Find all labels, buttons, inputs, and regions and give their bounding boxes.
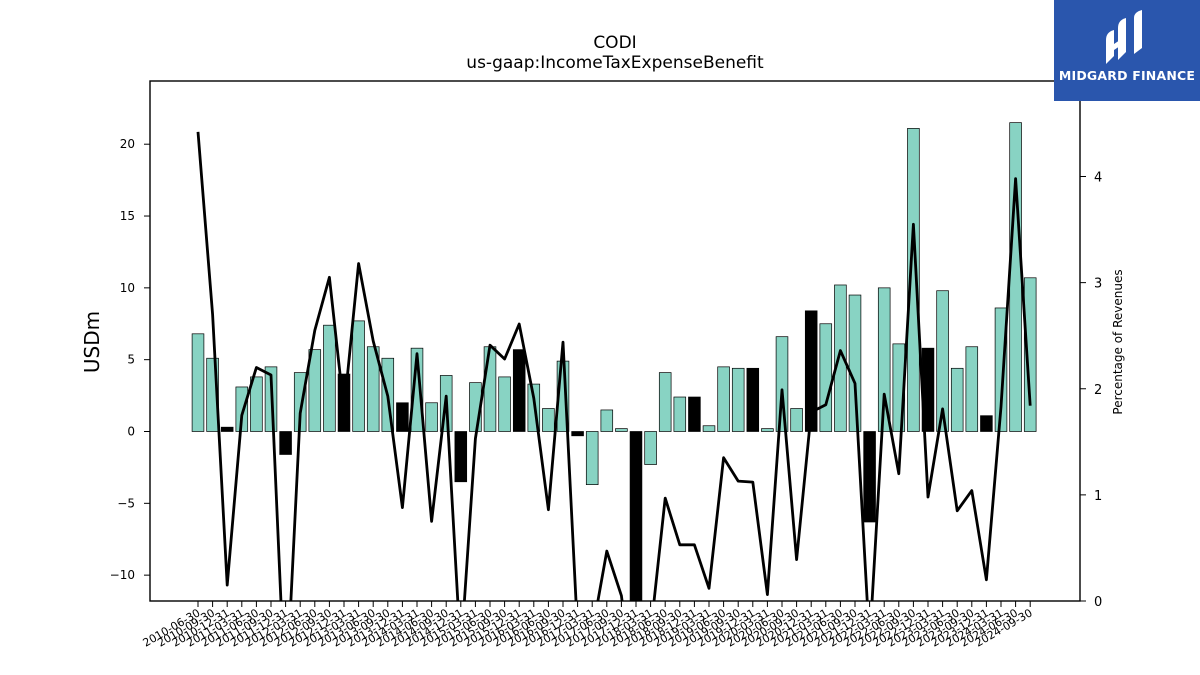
- bar: [702, 425, 716, 432]
- y-tick-label: 5: [127, 353, 135, 367]
- watermark-logo: MIDGARD FINANCE: [1054, 0, 1200, 101]
- bar: [877, 287, 891, 432]
- bar: [950, 367, 964, 432]
- y2-tick-label: 3: [1094, 277, 1102, 292]
- bar: [761, 428, 774, 432]
- bar: [250, 376, 263, 432]
- bar: [585, 431, 599, 485]
- midgard-logo-icon: [1106, 10, 1142, 64]
- bar: [279, 431, 292, 455]
- y-tick-label: 0: [127, 424, 135, 438]
- bar: [644, 431, 657, 465]
- y2-tick-label: 4: [1094, 171, 1102, 186]
- y-tick-label: −10: [110, 568, 135, 582]
- chart-title: CODI: [593, 33, 637, 53]
- bar: [688, 396, 701, 432]
- bar: [542, 408, 555, 432]
- bar: [994, 307, 1008, 432]
- bar: [483, 346, 497, 432]
- y-tick-label: 20: [120, 137, 135, 151]
- bar: [352, 320, 365, 432]
- bar: [454, 431, 468, 483]
- y2-tick-label: 2: [1094, 383, 1102, 398]
- y-tick-label: 15: [120, 209, 135, 223]
- bar: [600, 409, 614, 432]
- bar: [863, 431, 876, 523]
- series-line: [196, 131, 1032, 601]
- bar: [308, 349, 322, 432]
- bar: [907, 128, 920, 432]
- bar: [396, 402, 409, 432]
- bar: [323, 324, 336, 432]
- bar: [834, 284, 847, 432]
- y-tick-label: 10: [120, 281, 135, 295]
- plot-frame: [149, 80, 1081, 602]
- bar: [775, 336, 789, 432]
- bar: [615, 428, 628, 432]
- watermark-text: MIDGARD FINANCE: [1058, 68, 1196, 83]
- bar: [425, 402, 438, 432]
- bar: [717, 366, 730, 432]
- y2-tick-label: 0: [1094, 595, 1102, 610]
- bar: [498, 376, 511, 432]
- bar: [980, 415, 993, 432]
- bar: [191, 333, 205, 432]
- y2-axis-label: Percentage of Revenues: [1111, 269, 1125, 415]
- bar: [410, 347, 424, 432]
- bar: [629, 431, 643, 601]
- bar: [731, 367, 745, 432]
- y-tick-label: −5: [117, 496, 135, 510]
- y-axis-label: USDm: [80, 310, 104, 374]
- bar: [746, 367, 760, 432]
- bar: [512, 349, 526, 432]
- bar: [819, 323, 833, 432]
- bar: [1009, 122, 1022, 432]
- chart-subtitle: us-gaap:IncomeTaxExpenseBenefit: [466, 53, 764, 73]
- plot-area: [191, 122, 1037, 601]
- bar: [220, 426, 234, 432]
- bar: [366, 346, 380, 432]
- bar: [804, 310, 818, 432]
- bar: [206, 357, 219, 432]
- bar: [965, 346, 979, 432]
- bar: [673, 396, 687, 432]
- bar: [658, 372, 672, 432]
- y2-tick-label: 1: [1094, 489, 1102, 504]
- bar: [1023, 277, 1037, 432]
- bar: [936, 290, 949, 432]
- bar: [790, 408, 803, 432]
- bar: [571, 431, 584, 437]
- bar: [848, 294, 862, 432]
